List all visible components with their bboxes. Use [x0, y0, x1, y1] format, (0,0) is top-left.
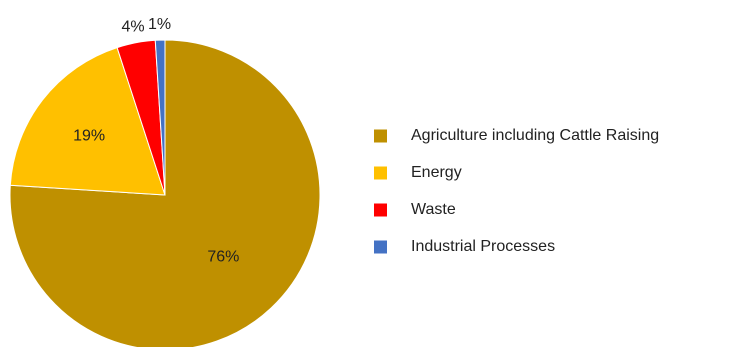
legend-swatch — [374, 240, 387, 254]
legend-swatch — [374, 129, 387, 143]
legend-label: Industrial Processes — [411, 238, 555, 255]
legend-item: Energy — [374, 164, 462, 181]
pie-slice-agriculture-including-cattle-raising — [9, 39, 321, 347]
legend-item: Industrial Processes — [374, 238, 555, 255]
legend-label: Waste — [411, 201, 456, 218]
legend-swatch — [374, 203, 387, 217]
pie-slice-industrial-processes — [154, 39, 166, 196]
legend: Agriculture including Cattle Raising Ener… — [374, 127, 659, 255]
data-label-industrial-processes: 1% — [148, 16, 171, 33]
data-label-energy: 19% — [73, 127, 105, 144]
pie-slice-energy — [9, 46, 166, 196]
legend-swatch — [374, 166, 387, 180]
data-label-waste: 4% — [122, 19, 145, 36]
data-label-agriculture-including-cattle-raising: 76% — [207, 248, 239, 265]
legend-label: Energy — [411, 164, 462, 181]
pie-slices — [9, 39, 321, 347]
legend-item: Waste — [374, 201, 456, 218]
legend-label: Agriculture including Cattle Raising — [411, 127, 659, 144]
legend-item: Agriculture including Cattle Raising — [374, 127, 659, 144]
pie-data-labels: 76% 19% 4% 1% — [73, 16, 239, 266]
